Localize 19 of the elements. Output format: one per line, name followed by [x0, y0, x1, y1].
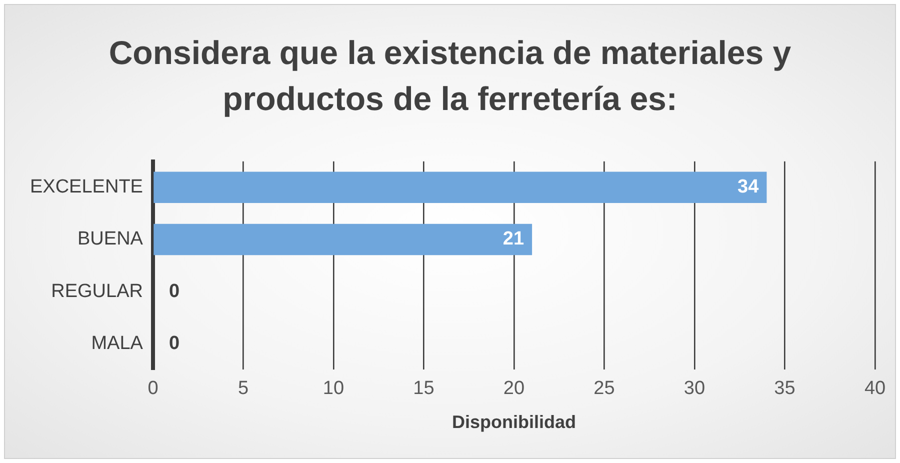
data-label: 34 — [738, 176, 760, 198]
x-tick-label: 0 — [148, 378, 158, 400]
y-tick-label: MALA — [91, 332, 144, 354]
y-tick-label: BUENA — [78, 228, 144, 250]
y-tick-label: EXCELENTE — [30, 176, 143, 198]
x-tick-label: 10 — [322, 378, 344, 400]
data-label: 0 — [168, 280, 180, 302]
x-axis-title: Disponibilidad — [452, 412, 576, 432]
data-label: 21 — [502, 228, 524, 250]
x-tick-label: 5 — [238, 378, 249, 400]
chart-title: Considera que la existencia de materiales y productos de la ferretería es: — [108, 33, 792, 119]
x-tick-label: 15 — [413, 378, 434, 400]
data-label: 0 — [168, 332, 180, 354]
y-tick-label: REGULAR — [51, 280, 143, 302]
x-tick-label: 25 — [594, 378, 615, 400]
x-tick-label: 30 — [684, 378, 706, 400]
x-tick-label: 40 — [864, 378, 886, 400]
x-tick-label: 20 — [503, 378, 525, 400]
x-tick-label: 35 — [774, 378, 796, 400]
